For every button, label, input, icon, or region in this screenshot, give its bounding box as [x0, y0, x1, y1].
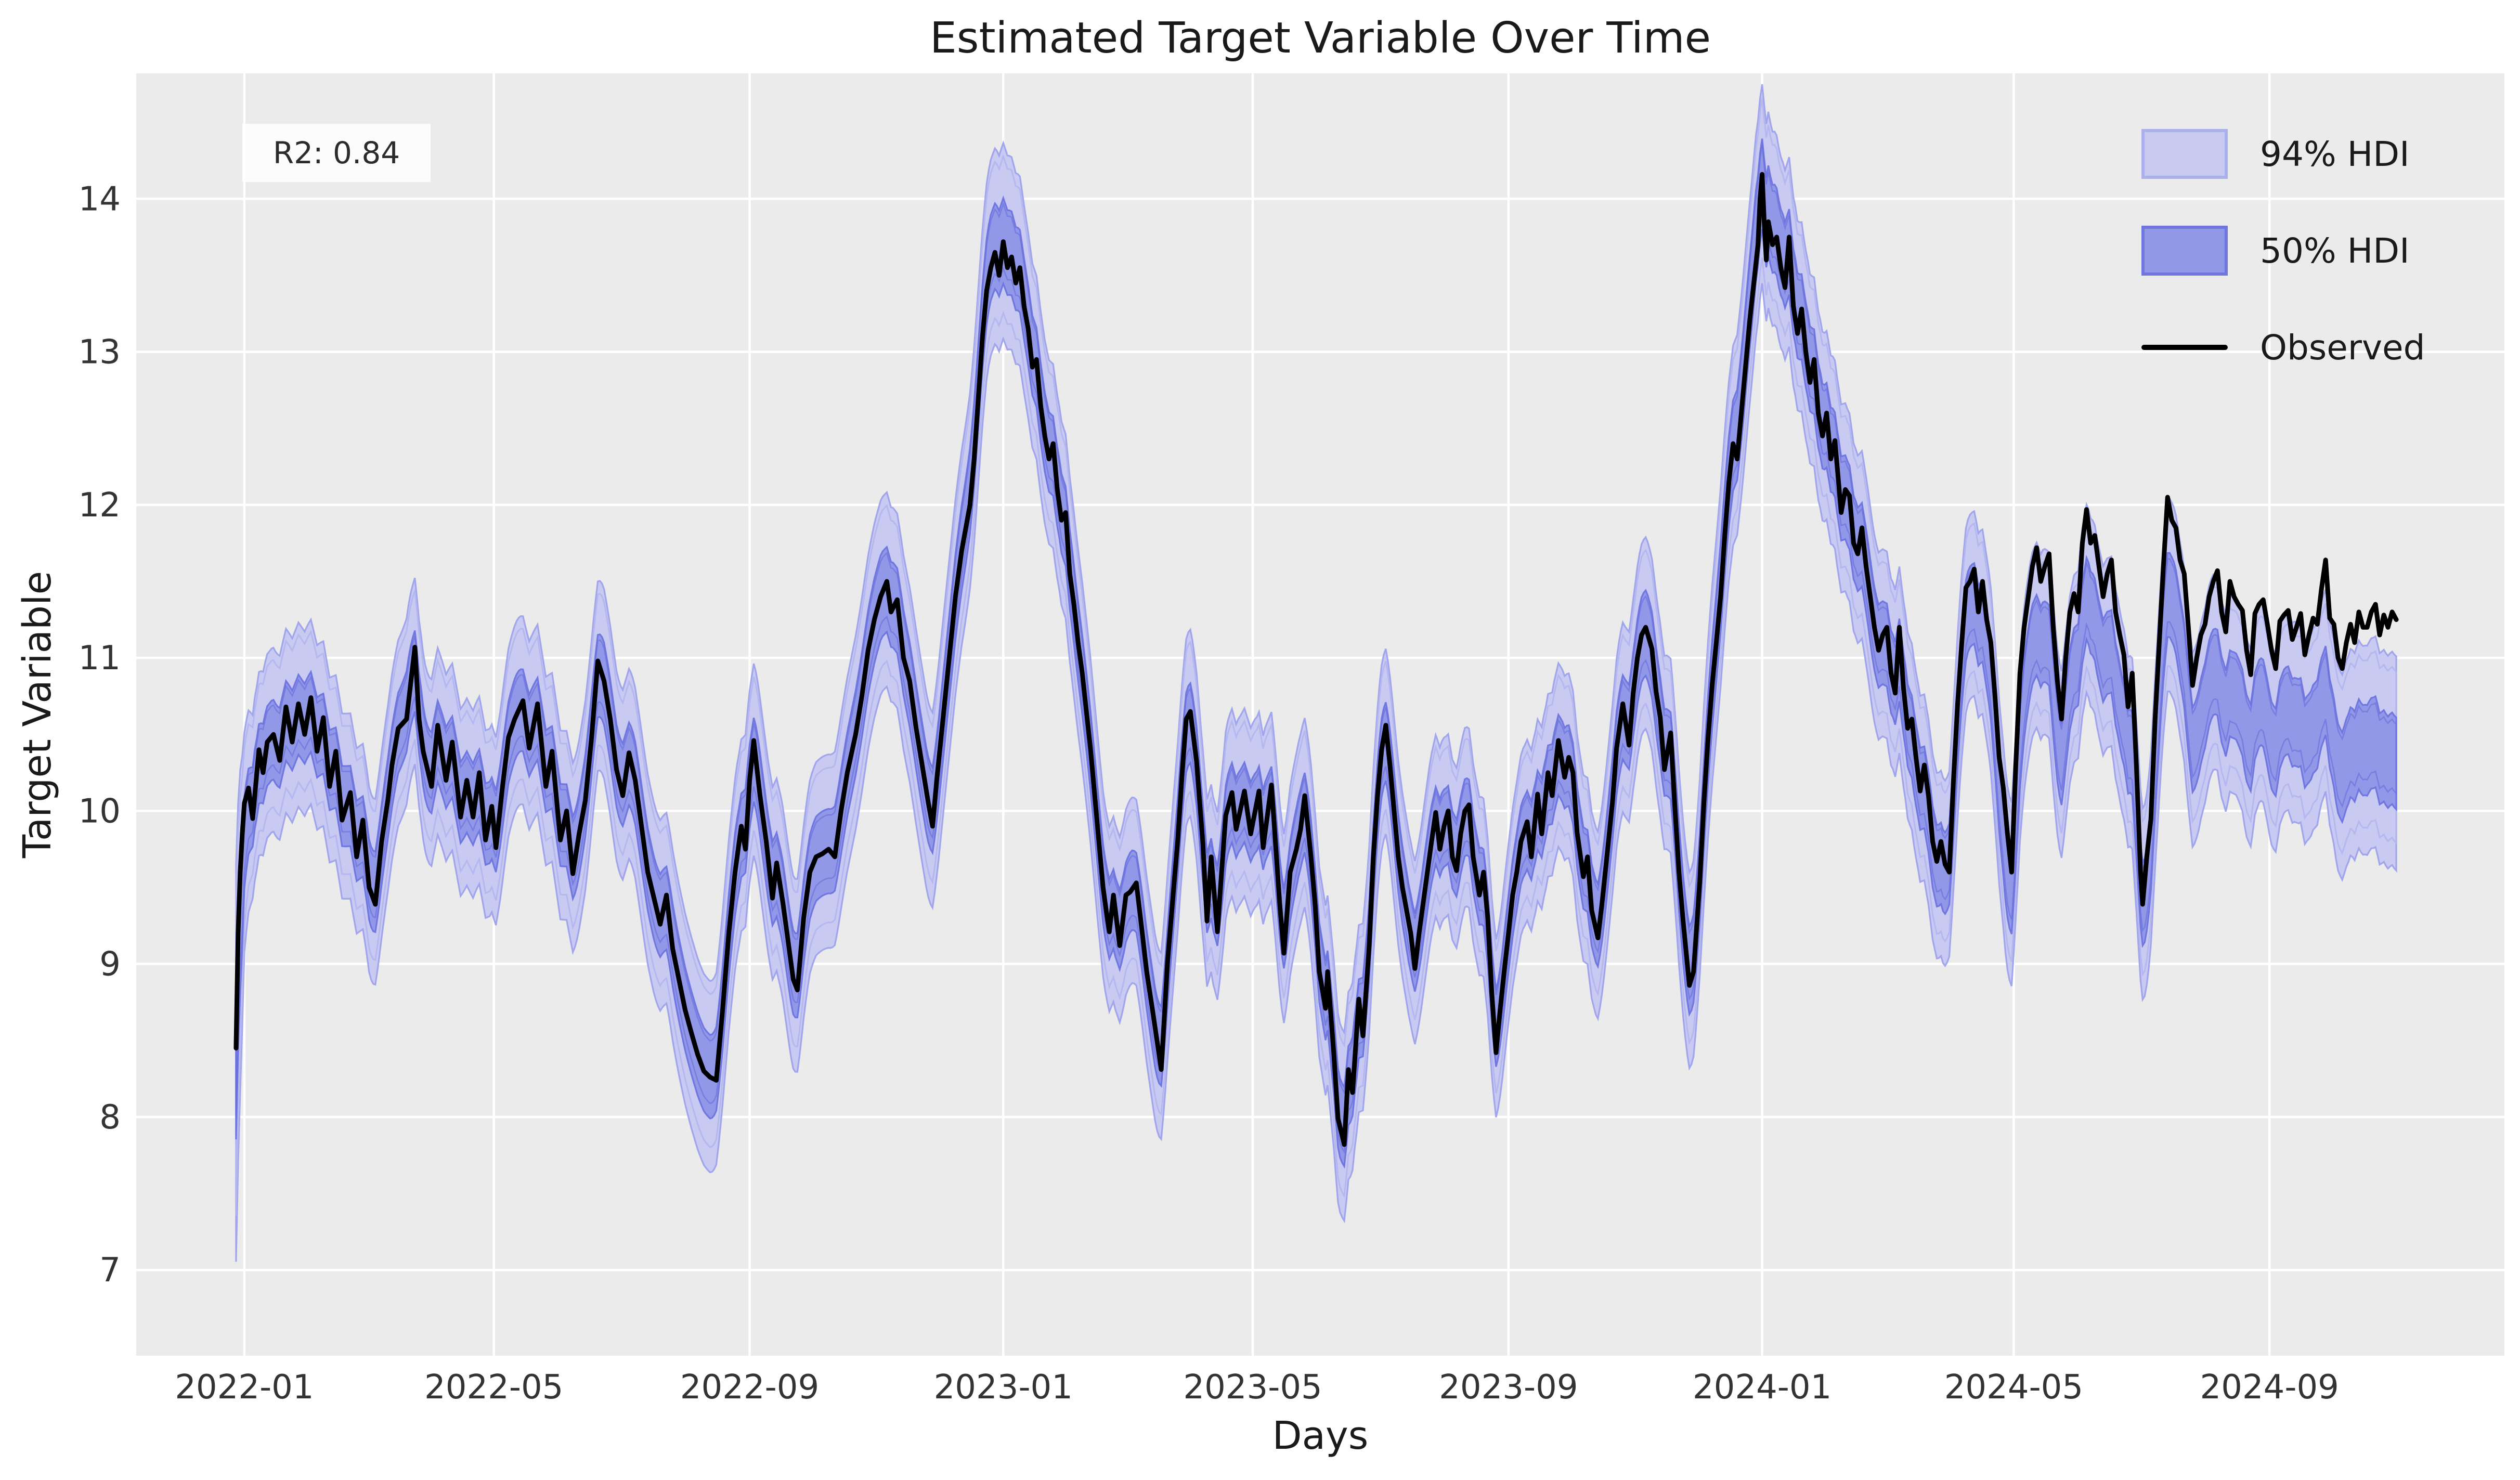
- x-tick-label: 2022-05: [424, 1368, 563, 1407]
- observed-line-glyph: [2141, 345, 2228, 350]
- legend-item-94-hdi: 94% HDI: [2141, 129, 2425, 179]
- x-tick-label: 2023-01: [934, 1368, 1073, 1407]
- x-tick-label: 2022-09: [680, 1368, 819, 1407]
- band-50-hdi-inner-line: [235, 145, 2397, 1154]
- legend-label-94-hdi: 94% HDI: [2260, 134, 2410, 174]
- x-tick-label: 2022-01: [175, 1368, 314, 1407]
- legend-swatch-observed: [2141, 322, 2228, 372]
- x-tick-label: 2024-09: [2200, 1368, 2339, 1407]
- y-tick-label: 11: [79, 639, 121, 678]
- observed-line: [233, 172, 2399, 1147]
- y-tick-label: 9: [99, 945, 121, 984]
- legend-item-50-hdi: 50% HDI: [2141, 226, 2425, 276]
- y-tick-label: 13: [79, 333, 121, 372]
- y-tick-label: 12: [79, 486, 121, 525]
- band-94-hdi-inner-line: [235, 98, 2397, 1216]
- legend-label-50-hdi: 50% HDI: [2260, 230, 2410, 271]
- band-50-hdi: [235, 138, 2397, 1169]
- band-94-hdi: [235, 84, 2397, 1262]
- y-tick-label: 14: [79, 180, 121, 218]
- r2-annotation-text: R2: 0.84: [272, 135, 400, 171]
- y-tick-label: 8: [99, 1098, 121, 1137]
- x-tick-label: 2023-09: [1439, 1368, 1578, 1407]
- legend-swatch-94-hdi: [2141, 129, 2228, 179]
- y-axis-label: Target Variable: [15, 570, 60, 859]
- x-tick-label: 2024-01: [1693, 1368, 1831, 1407]
- legend-label-observed: Observed: [2260, 327, 2425, 368]
- x-tick-label: 2023-05: [1183, 1368, 1322, 1407]
- legend: 94% HDI 50% HDI Observed: [2141, 129, 2425, 372]
- chart-title: Estimated Target Variable Over Time: [929, 14, 1711, 63]
- x-tick-label: 2024-05: [1944, 1368, 2083, 1407]
- y-tick-label: 10: [79, 792, 121, 830]
- y-tick-label: 7: [99, 1251, 121, 1290]
- legend-swatch-50-hdi: [2141, 226, 2228, 276]
- legend-item-observed: Observed: [2141, 322, 2425, 372]
- r2-annotation: R2: 0.84: [242, 124, 431, 182]
- x-axis-label: Days: [1272, 1413, 1369, 1458]
